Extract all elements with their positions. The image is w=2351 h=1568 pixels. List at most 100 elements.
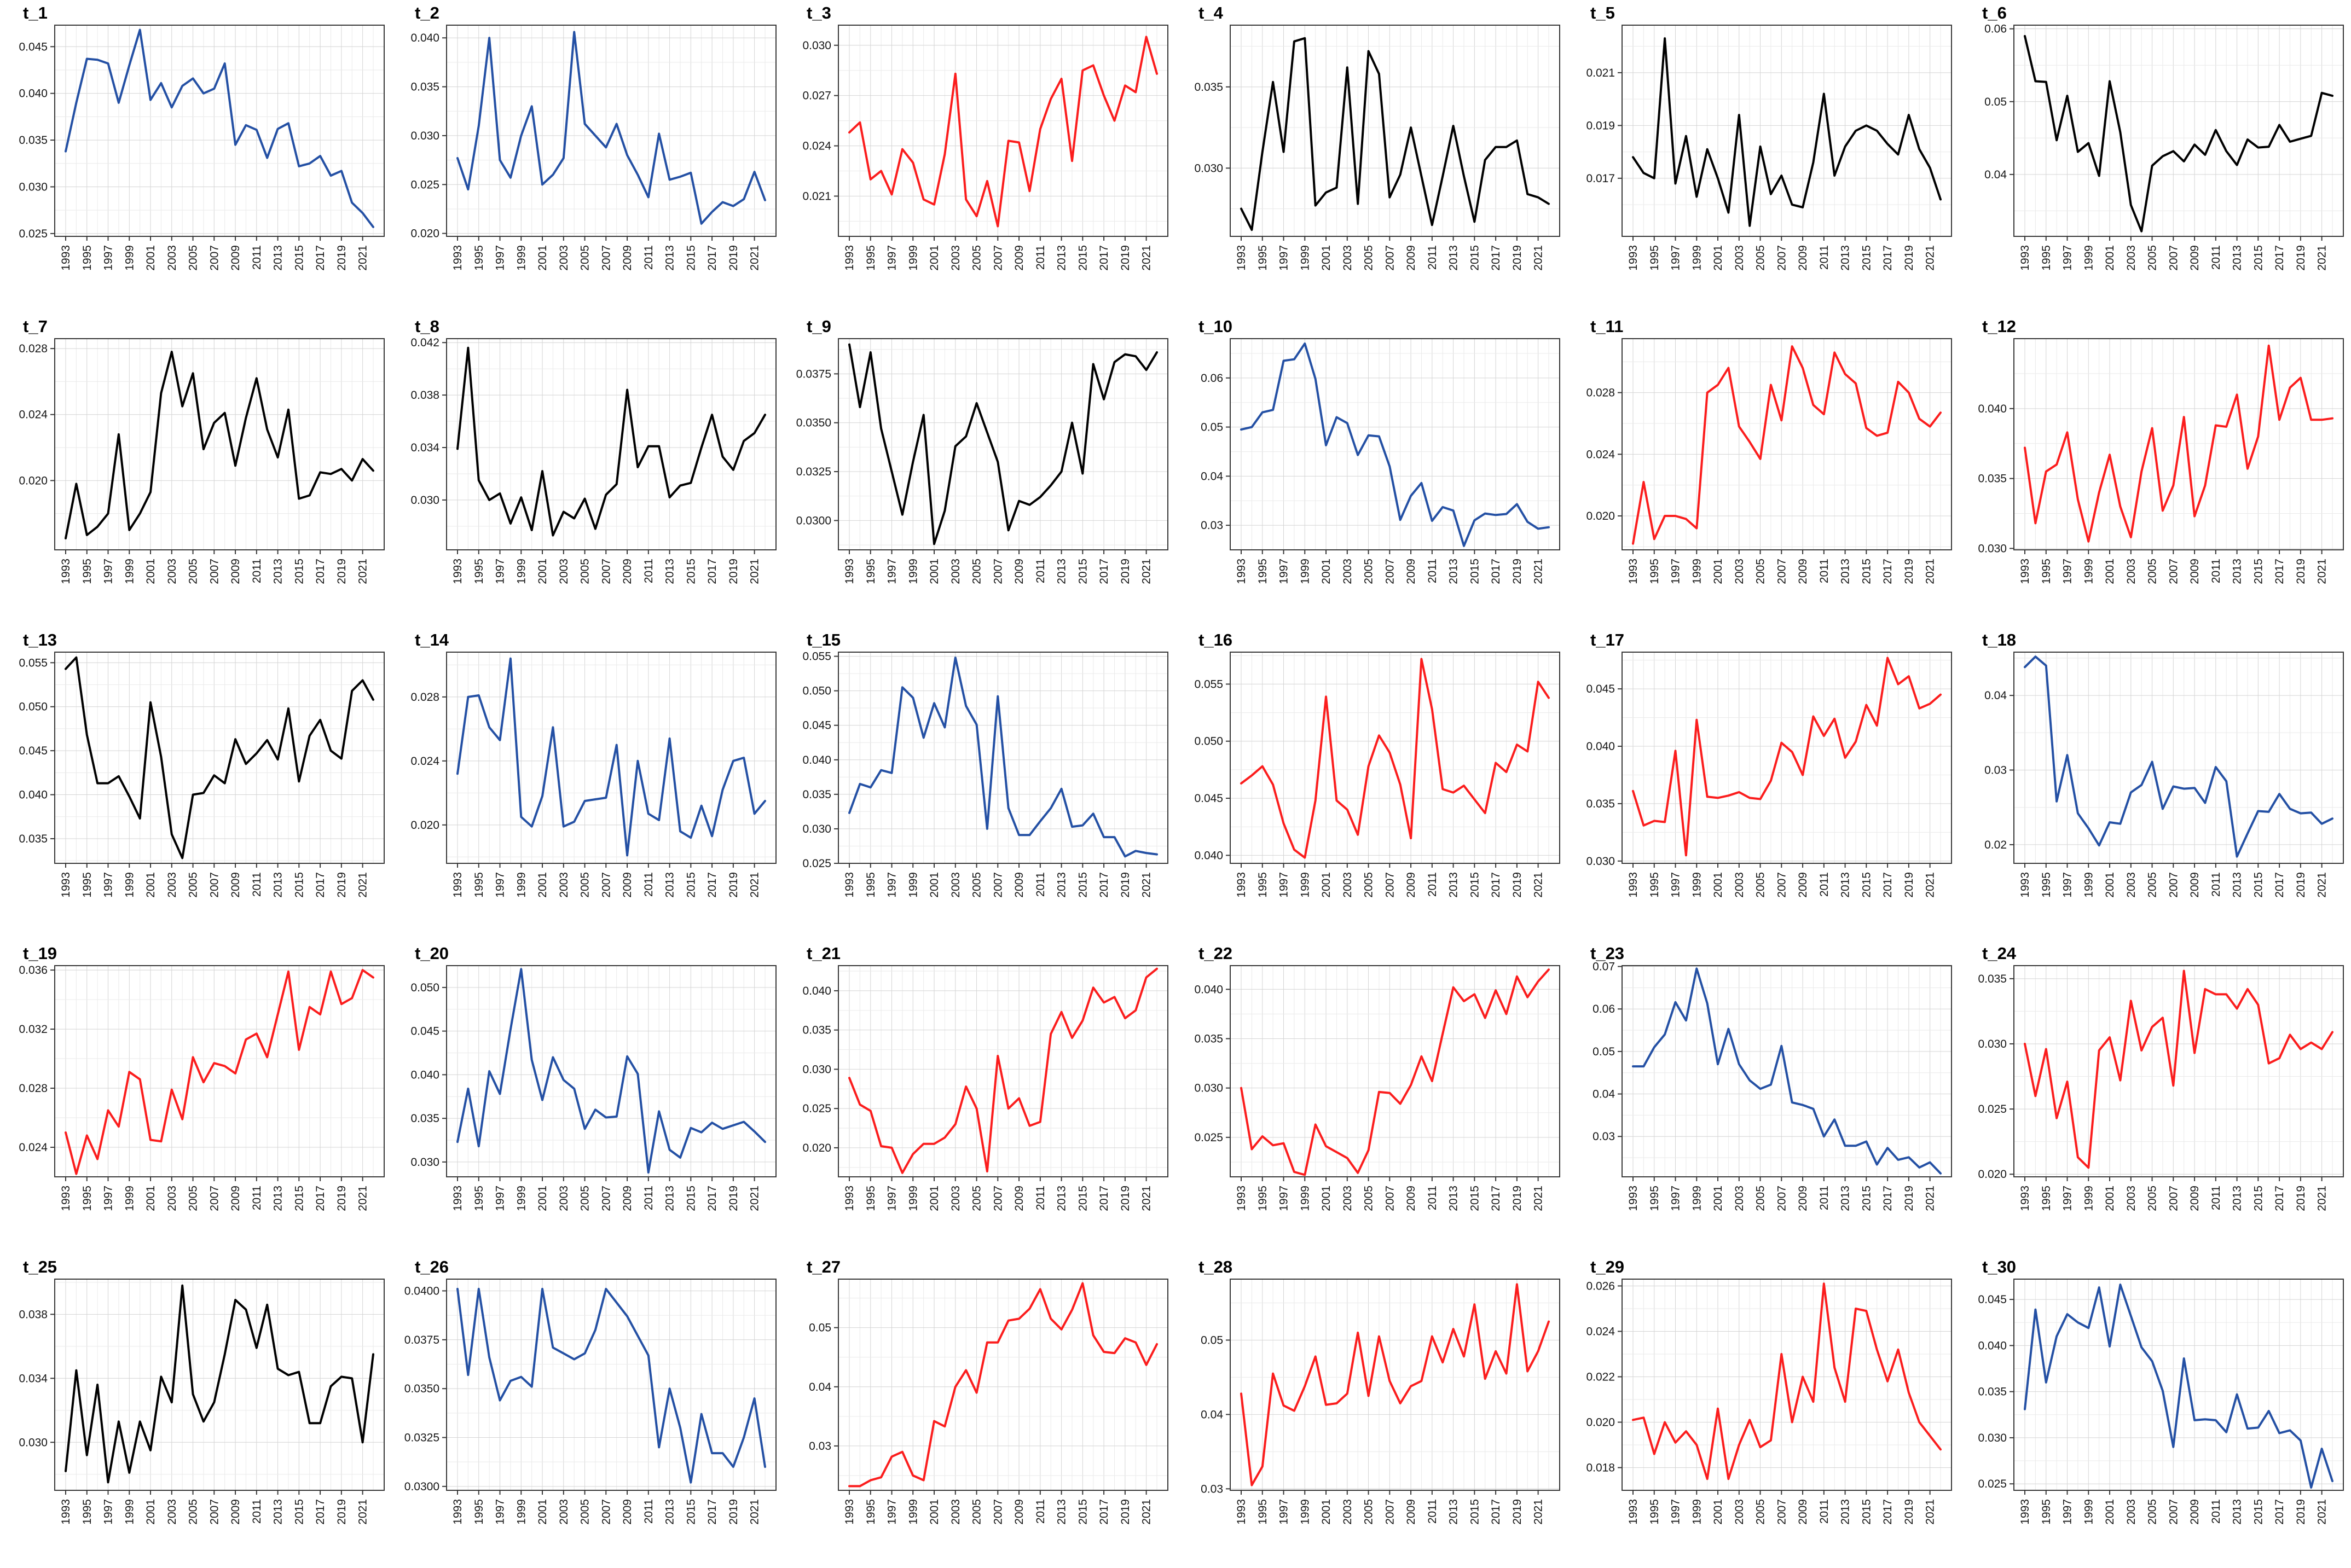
series-line-t_13	[65, 656, 374, 860]
x-tick-label: 2009	[621, 872, 634, 898]
y-tick-label: 0.050	[19, 701, 48, 713]
x-tick-label: 2015	[1468, 872, 1481, 898]
x-tick-label: 2005	[579, 245, 592, 271]
x-tick-label: 2007	[208, 1499, 221, 1525]
x-tick-label: 2021	[357, 559, 369, 584]
chart-t_29: 0.018 0.020 0.022 0.024 0.026 1993 1995 1997 199…	[1567, 1254, 1959, 1567]
y-tick-label: 0.038	[19, 1308, 48, 1321]
x-tick-label: 2005	[579, 1499, 592, 1525]
x-tick-label: 1999	[515, 1499, 528, 1525]
y-tick-label: 0.025	[1978, 1478, 2007, 1490]
x-tick-label: 2019	[727, 872, 740, 898]
x-tick-label: 2015	[1860, 559, 1873, 584]
x-tick-label: 1993	[60, 559, 72, 584]
series-line-t_27	[848, 1282, 1158, 1488]
y-tick-label: 0.024	[19, 409, 48, 421]
x-tick-label: 2007	[1383, 559, 1396, 584]
x-tick-label: 2011	[1034, 1186, 1047, 1210]
x-tick-label: 2015	[2252, 1499, 2265, 1525]
x-tick-label: 1995	[865, 1499, 877, 1525]
x-tick-label: 1997	[2062, 1499, 2074, 1525]
x-tick-label: 2007	[2167, 872, 2180, 898]
x-tick-label: 1999	[1690, 559, 1703, 584]
chart-title-t_1: t_1	[23, 3, 48, 22]
x-tick-label: 1995	[2040, 872, 2053, 898]
chart-t_21: 0.020 0.025 0.030 0.035 0.040 1993 1995 1997 199…	[784, 940, 1176, 1254]
x-tick-label: 2001	[144, 245, 157, 271]
x-tick-label: 2001	[1320, 559, 1333, 584]
x-tick-label: 2005	[187, 1186, 200, 1211]
x-tick-label: 2019	[1903, 245, 1915, 271]
chart-title-t_13: t_13	[23, 630, 57, 649]
x-tick-label: 2019	[1511, 559, 1524, 584]
chart-t_24: 0.020 0.025 0.030 0.035 1993 1995 1997 1999 2001…	[1959, 940, 2351, 1254]
x-tick-label: 1993	[1235, 1499, 1248, 1525]
x-tick-label: 1995	[2040, 1499, 2053, 1525]
y-tick-label: 0.024	[1586, 1325, 1615, 1338]
x-tick-label: 1997	[1670, 1186, 1682, 1211]
x-tick-label: 2017	[1490, 1499, 1502, 1525]
x-tick-label: 1999	[2082, 245, 2095, 271]
y-tick-label: 0.0350	[404, 1383, 439, 1395]
x-tick-label: 1999	[907, 872, 919, 898]
x-tick-label: 2009	[1405, 1186, 1417, 1211]
x-tick-label: 2013	[1056, 559, 1068, 584]
x-tick-label: 1995	[81, 1499, 94, 1525]
x-tick-label: 1993	[451, 872, 464, 898]
chart-t_5: 0.017 0.019 0.021 1993 1995 1997 1999 2001 2003 2…	[1567, 0, 1959, 313]
x-tick-label: 2001	[928, 1186, 941, 1211]
y-tick-label: 0.021	[802, 190, 831, 202]
x-tick-label: 1997	[1670, 245, 1682, 271]
x-tick-label: 2015	[293, 1499, 305, 1525]
x-tick-label: 2015	[685, 559, 697, 584]
x-tick-label: 1993	[843, 872, 856, 898]
chart-title-t_12: t_12	[1982, 317, 2016, 336]
x-tick-label: 2007	[1775, 1186, 1788, 1211]
y-tick-label: 0.03	[1201, 1483, 1223, 1495]
chart-svg-t_9: 0.0300 0.0325 0.0350 0.0375 1993 1995 1997 1999…	[796, 317, 1168, 584]
x-tick-label: 2003	[166, 1186, 178, 1211]
y-tick-label: 0.032	[19, 1023, 48, 1036]
x-tick-label: 2015	[1468, 1499, 1481, 1525]
x-tick-label: 2013	[1056, 1186, 1068, 1211]
x-tick-label: 1995	[2040, 559, 2053, 584]
y-tick-label: 0.030	[410, 1156, 439, 1169]
chart-t_3: 0.021 0.024 0.027 0.030 1993 1995 1997 1999 2001…	[784, 0, 1176, 313]
chart-title-t_7: t_7	[23, 317, 48, 336]
x-tick-label: 2009	[2188, 872, 2201, 898]
x-tick-label: 2013	[664, 1186, 676, 1211]
x-tick-label: 2005	[579, 1186, 592, 1211]
x-tick-label: 2021	[749, 1499, 761, 1525]
chart-svg-t_5: 0.017 0.019 0.021 1993 1995 1997 1999 2001 2003 2…	[1586, 3, 1952, 271]
x-tick-label: 2013	[2231, 1186, 2244, 1211]
x-tick-label: 1995	[473, 872, 485, 898]
chart-title-t_23: t_23	[1590, 944, 1624, 963]
chart-title-t_19: t_19	[23, 944, 57, 963]
y-tick-label: 0.055	[1194, 678, 1223, 690]
y-tick-label: 0.035	[802, 788, 831, 801]
x-tick-label: 2007	[1775, 559, 1788, 584]
x-tick-label: 2015	[1860, 245, 1873, 271]
x-tick-label: 2013	[664, 872, 676, 898]
x-tick-label: 2009	[1013, 872, 1026, 898]
chart-t_11: 0.020 0.024 0.028 1993 1995 1997 1999 2001 2003 2…	[1567, 313, 1959, 627]
x-tick-label: 2007	[992, 872, 1004, 898]
chart-t_8: 0.030 0.034 0.038 0.042 1993 1995 1997 1999 2001…	[392, 313, 784, 627]
x-tick-label: 2013	[2231, 1499, 2244, 1525]
series-line-t_29	[1632, 1282, 1942, 1480]
y-tick-label: 0.050	[1194, 735, 1223, 748]
chart-svg-t_23: 0.03 0.04 0.05 0.06 0.07 1993 1995 1997 1999 2001…	[1590, 944, 1952, 1211]
y-tick-label: 0.027	[802, 90, 831, 102]
y-tick-label: 0.030	[19, 1436, 48, 1449]
chart-t_18: 0.02 0.03 0.04 1993 1995 1997 1999 2001 2003 2005…	[1959, 627, 2351, 940]
x-tick-label: 2021	[1532, 872, 1545, 898]
x-tick-label: 1995	[1648, 245, 1661, 271]
x-tick-label: 2009	[2188, 1186, 2201, 1211]
chart-t_19: 0.024 0.028 0.032 0.036 1993 1995 1997 1999 2001…	[0, 940, 392, 1254]
x-tick-label: 2009	[1797, 245, 1809, 271]
chart-title-t_10: t_10	[1198, 317, 1232, 336]
x-tick-label: 2009	[2188, 1499, 2201, 1525]
x-tick-label: 1995	[865, 1186, 877, 1211]
series-line-t_3	[848, 36, 1158, 228]
